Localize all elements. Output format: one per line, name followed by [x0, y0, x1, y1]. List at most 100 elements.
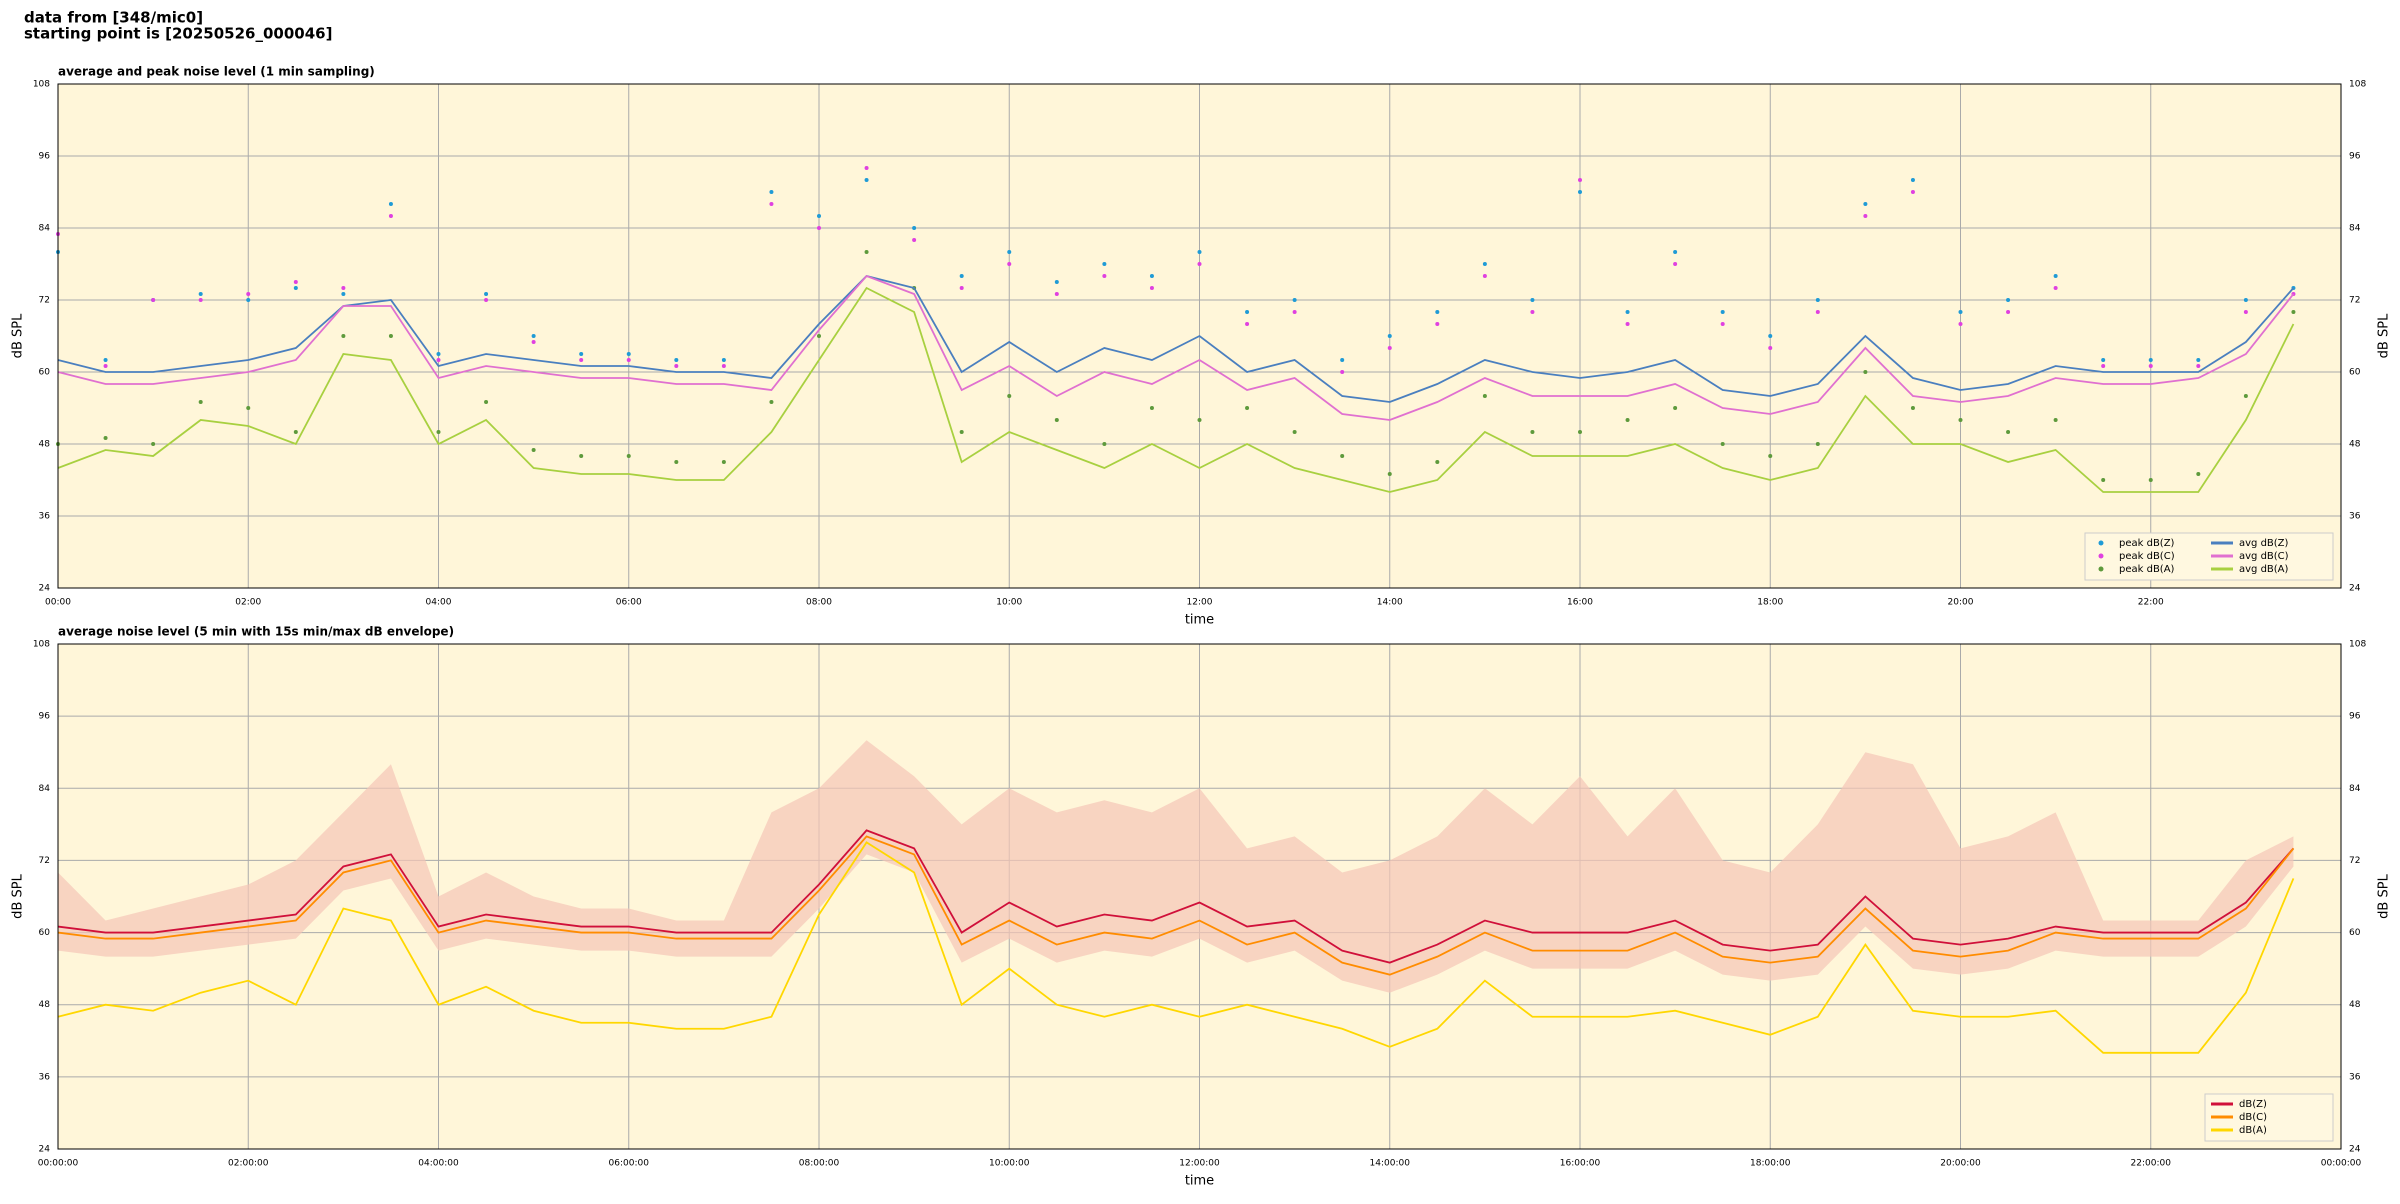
y-tick-label: 96 — [39, 152, 51, 162]
peak-point — [246, 292, 251, 296]
y-tick-label: 48 — [2349, 440, 2361, 450]
legend-marker — [2098, 566, 2104, 572]
peak-point — [1387, 472, 1392, 476]
y-axis-label: dB SPL — [2377, 873, 2392, 918]
peak-point — [1530, 430, 1535, 434]
peak-point — [436, 358, 441, 362]
peak-point — [1292, 298, 1297, 302]
peak-point — [769, 190, 774, 194]
peak-point — [579, 358, 584, 362]
peak-point — [1815, 298, 1820, 302]
peak-point — [1578, 190, 1582, 194]
peak-point — [1720, 442, 1725, 446]
peak-point — [1815, 310, 1820, 314]
x-tick-label: 10:00 — [996, 598, 1022, 608]
peak-point — [2053, 286, 2058, 290]
peak-point — [864, 178, 869, 182]
x-tick-label: 06:00 — [616, 598, 642, 608]
legend-label: peak dB(A) — [2119, 564, 2175, 575]
peak-point — [2196, 472, 2201, 476]
legend-label: avg dB(C) — [2239, 551, 2289, 562]
header-line: starting point is [20250526_000046] — [24, 25, 332, 43]
peak-point — [1054, 280, 1059, 284]
y-tick-label: 72 — [39, 856, 50, 866]
peak-point — [2101, 364, 2106, 368]
peak-point — [1149, 406, 1154, 410]
peak-point — [1910, 406, 1915, 410]
envelope-area — [58, 740, 2294, 993]
peak-point — [912, 226, 917, 230]
x-tick-label: 06:00:00 — [609, 1159, 650, 1169]
y-tick-label: 84 — [39, 784, 51, 794]
x-tick-label: 04:00 — [426, 598, 452, 608]
peak-point — [1482, 262, 1487, 266]
peak-point — [2243, 310, 2248, 314]
peak-point — [1768, 346, 1773, 350]
peak-point — [246, 406, 251, 410]
y-tick-label: 108 — [2349, 640, 2366, 650]
series-line — [57, 835, 2295, 976]
x-tick-label: 18:00 — [1757, 598, 1783, 608]
y-tick-label: 72 — [2349, 856, 2360, 866]
x-tick-label: 02:00:00 — [228, 1159, 269, 1169]
x-tick-label: 16:00 — [1567, 598, 1593, 608]
peak-point — [198, 298, 203, 302]
peak-point — [1292, 430, 1297, 434]
series-line — [57, 841, 2295, 1054]
peak-point — [293, 286, 298, 290]
x-tick-label: 04:00:00 — [418, 1159, 459, 1169]
y-tick-label: 60 — [2349, 368, 2361, 378]
legend-label: peak dB(Z) — [2119, 538, 2175, 549]
peak-point — [1007, 394, 1012, 398]
peak-point — [817, 334, 821, 338]
peak-point — [1673, 250, 1678, 254]
x-tick-label: 00:00 — [45, 598, 71, 608]
peak-point — [2053, 274, 2058, 278]
peak-point — [388, 202, 393, 206]
peak-point — [1102, 262, 1107, 266]
peak-point — [721, 364, 726, 368]
peak-point — [198, 292, 203, 296]
peak-point — [626, 454, 631, 458]
x-tick-label: 08:00:00 — [799, 1159, 840, 1169]
x-tick-label: 08:00 — [806, 598, 832, 608]
peak-point — [1958, 310, 1963, 314]
peak-point — [388, 214, 393, 218]
peak-point — [2006, 310, 2011, 314]
peak-point — [626, 352, 631, 356]
peak-point — [1958, 418, 1963, 422]
series-line — [57, 286, 2295, 493]
peak-point — [1102, 442, 1107, 446]
peak-point — [341, 286, 346, 290]
peak-point — [1007, 250, 1012, 254]
x-axis-label: time — [1185, 613, 1214, 628]
peak-point — [1910, 178, 1915, 182]
peak-point — [2148, 358, 2153, 362]
peak-point — [626, 358, 631, 362]
legend-label: peak dB(C) — [2119, 551, 2175, 562]
peak-point — [531, 334, 536, 338]
series-line — [57, 274, 2295, 421]
peak-point — [1149, 274, 1154, 278]
peak-point — [1720, 322, 1725, 326]
peak-point — [2243, 298, 2248, 302]
y-tick-label: 60 — [39, 928, 51, 938]
peak-point — [817, 214, 821, 218]
peak-point — [1054, 292, 1059, 296]
peak-point — [1197, 418, 1202, 422]
y-tick-label: 72 — [2349, 296, 2360, 306]
x-tick-label: 22:00:00 — [2131, 1159, 2172, 1169]
x-tick-label: 14:00 — [1377, 598, 1403, 608]
peak-point — [579, 352, 584, 356]
peak-point — [1340, 370, 1345, 374]
peak-point — [1625, 418, 1630, 422]
y-tick-label: 84 — [2349, 784, 2361, 794]
peak-point — [1435, 310, 1440, 314]
peak-point — [1863, 202, 1868, 206]
peak-point — [484, 400, 489, 404]
peak-point — [912, 238, 917, 242]
peak-point — [1245, 322, 1250, 326]
peak-point — [388, 334, 393, 338]
peak-point — [151, 298, 156, 302]
